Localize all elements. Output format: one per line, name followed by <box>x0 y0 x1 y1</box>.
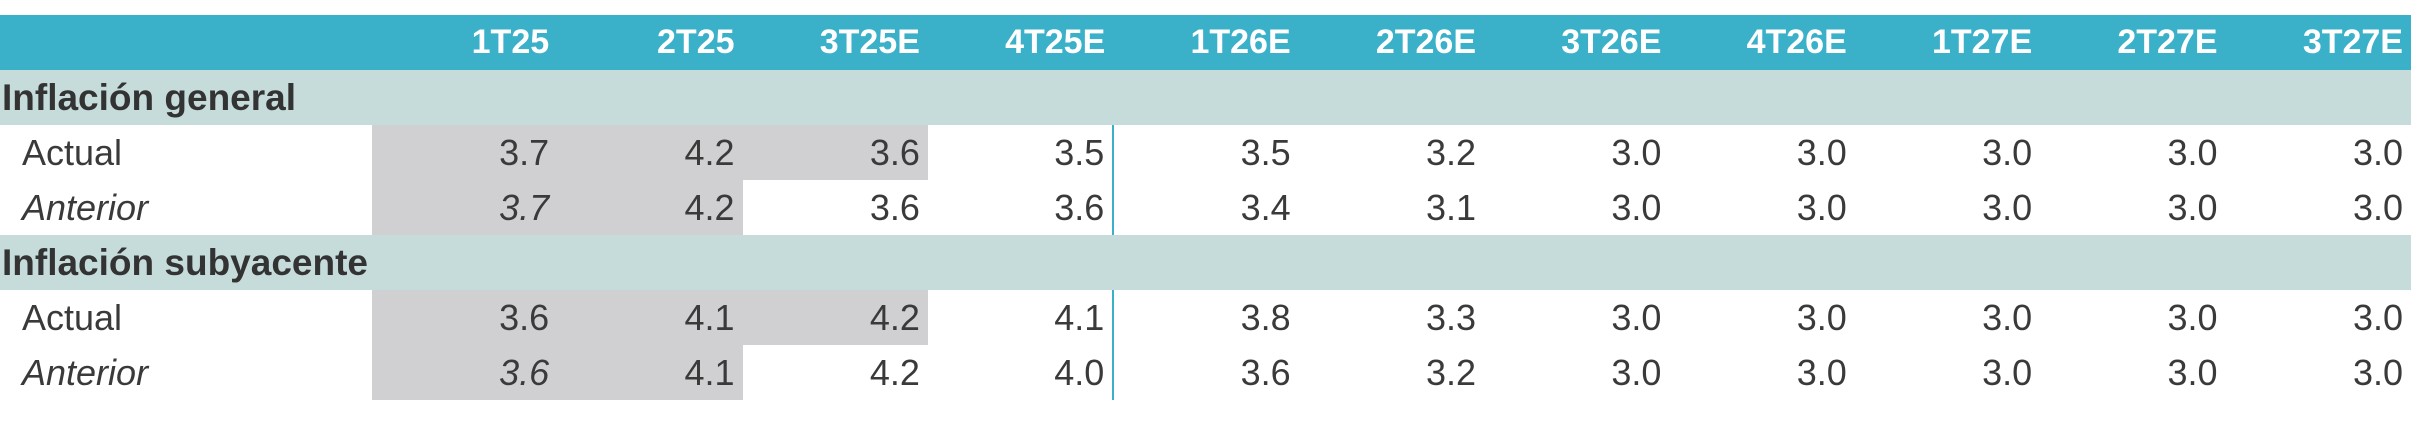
value-cell: 4.1 <box>557 290 743 345</box>
value-cell: 3.0 <box>2352 296 2403 338</box>
value-cell: 3.6 <box>371 345 558 400</box>
value-cell: 3.0 <box>1796 296 1847 338</box>
value-cell: 3.6 <box>371 290 558 345</box>
value-cell: 3.0 <box>2167 351 2218 393</box>
value-cell: 4.2 <box>869 351 920 393</box>
column-header: 1T26E <box>1113 15 1299 70</box>
value-cell: 3.2 <box>1425 131 1477 173</box>
value-cell: 3.1 <box>1425 186 1477 228</box>
value-cell: 4.2 <box>557 125 743 180</box>
column-header: 4T25E <box>927 15 1114 70</box>
value-cell: 3.0 <box>1611 186 1662 228</box>
value-cell: 3.4 <box>1240 186 1291 228</box>
value-cell: 3.0 <box>1796 186 1847 228</box>
value-cell: 3.5 <box>1240 131 1291 173</box>
column-header: 4T26E <box>1669 15 1855 70</box>
value-cell: 3.0 <box>1982 131 2033 173</box>
column-header: 1T25 <box>371 15 558 70</box>
value-cell: 3.7 <box>371 180 558 235</box>
value-cell: 3.0 <box>1611 296 1662 338</box>
value-cell: 3.7 <box>371 125 558 180</box>
value-cell: 3.0 <box>1982 186 2033 228</box>
value-cell: 3.0 <box>2167 131 2218 173</box>
value-cell: 3.6 <box>869 186 920 228</box>
column-header: 2T27E <box>2040 15 2226 70</box>
data-row: Actual 3.7 4.2 3.6 3.5 3.5 3.2 3.0 3.0 3.0 3.0 3.0 <box>0 125 2411 180</box>
value-cell: 4.1 <box>557 345 743 400</box>
value-cell: 3.3 <box>1425 296 1477 338</box>
row-label: Anterior <box>22 351 149 393</box>
value-cell: 3.0 <box>1982 351 2033 393</box>
row-label: Actual <box>22 131 123 173</box>
column-header: 2T26E <box>1298 15 1485 70</box>
value-cell: 3.6 <box>927 180 1115 235</box>
column-header: 2T25 <box>557 15 743 70</box>
section-row: Inflación general <box>0 70 2411 125</box>
value-cell: 3.0 <box>1611 131 1662 173</box>
value-cell: 3.0 <box>1796 351 1847 393</box>
value-cell: 3.0 <box>2352 351 2403 393</box>
value-cell: 3.0 <box>1796 131 1847 173</box>
value-cell: 3.0 <box>2167 186 2218 228</box>
column-header: 3T26E <box>1484 15 1670 70</box>
value-cell: 3.6 <box>742 125 928 180</box>
value-cell: 4.0 <box>927 345 1115 400</box>
column-header: 1T27E <box>1854 15 2041 70</box>
row-label: Actual <box>22 296 123 338</box>
value-cell: 4.1 <box>927 290 1115 345</box>
value-cell: 3.0 <box>2352 131 2403 173</box>
value-cell: 4.2 <box>557 180 743 235</box>
section-row: Inflación subyacente <box>0 235 2411 290</box>
value-cell: 3.0 <box>1611 351 1662 393</box>
column-header: 3T25E <box>742 15 928 70</box>
value-cell: 3.6 <box>1240 351 1291 393</box>
section-title: Inflación subyacente <box>0 235 2411 290</box>
data-row: Anterior 3.6 4.1 4.2 4.0 3.6 3.2 3.0 3.0 3.0 3.0 3.… <box>0 345 2411 400</box>
forecast-table: 1T25 2T25 3T25E 4T25E 1T26E 2T26E 3T26E 4T26E 1T… <box>0 15 2411 400</box>
value-cell: 3.0 <box>1982 296 2033 338</box>
column-header: 3T27E <box>2225 15 2411 70</box>
value-cell: 3.0 <box>2352 186 2403 228</box>
value-cell: 3.8 <box>1240 296 1291 338</box>
header-corner <box>0 15 372 70</box>
value-cell: 4.2 <box>742 290 928 345</box>
header-row: 1T25 2T25 3T25E 4T25E 1T26E 2T26E 3T26E 4T26E 1T… <box>0 15 2411 70</box>
value-cell: 3.2 <box>1425 351 1477 393</box>
table-container: 1T25 2T25 3T25E 4T25E 1T26E 2T26E 3T26E 4T26E 1T… <box>0 15 2411 400</box>
value-cell: 3.0 <box>2167 296 2218 338</box>
data-row: Anterior 3.7 4.2 3.6 3.6 3.4 3.1 3.0 3.0 3.0 3.0 3.… <box>0 180 2411 235</box>
row-label: Anterior <box>22 186 149 228</box>
value-cell: 3.5 <box>927 125 1115 180</box>
section-title: Inflación general <box>0 70 2411 125</box>
data-row: Actual 3.6 4.1 4.2 4.1 3.8 3.3 3.0 3.0 3.0 3.0 3.0 <box>0 290 2411 345</box>
